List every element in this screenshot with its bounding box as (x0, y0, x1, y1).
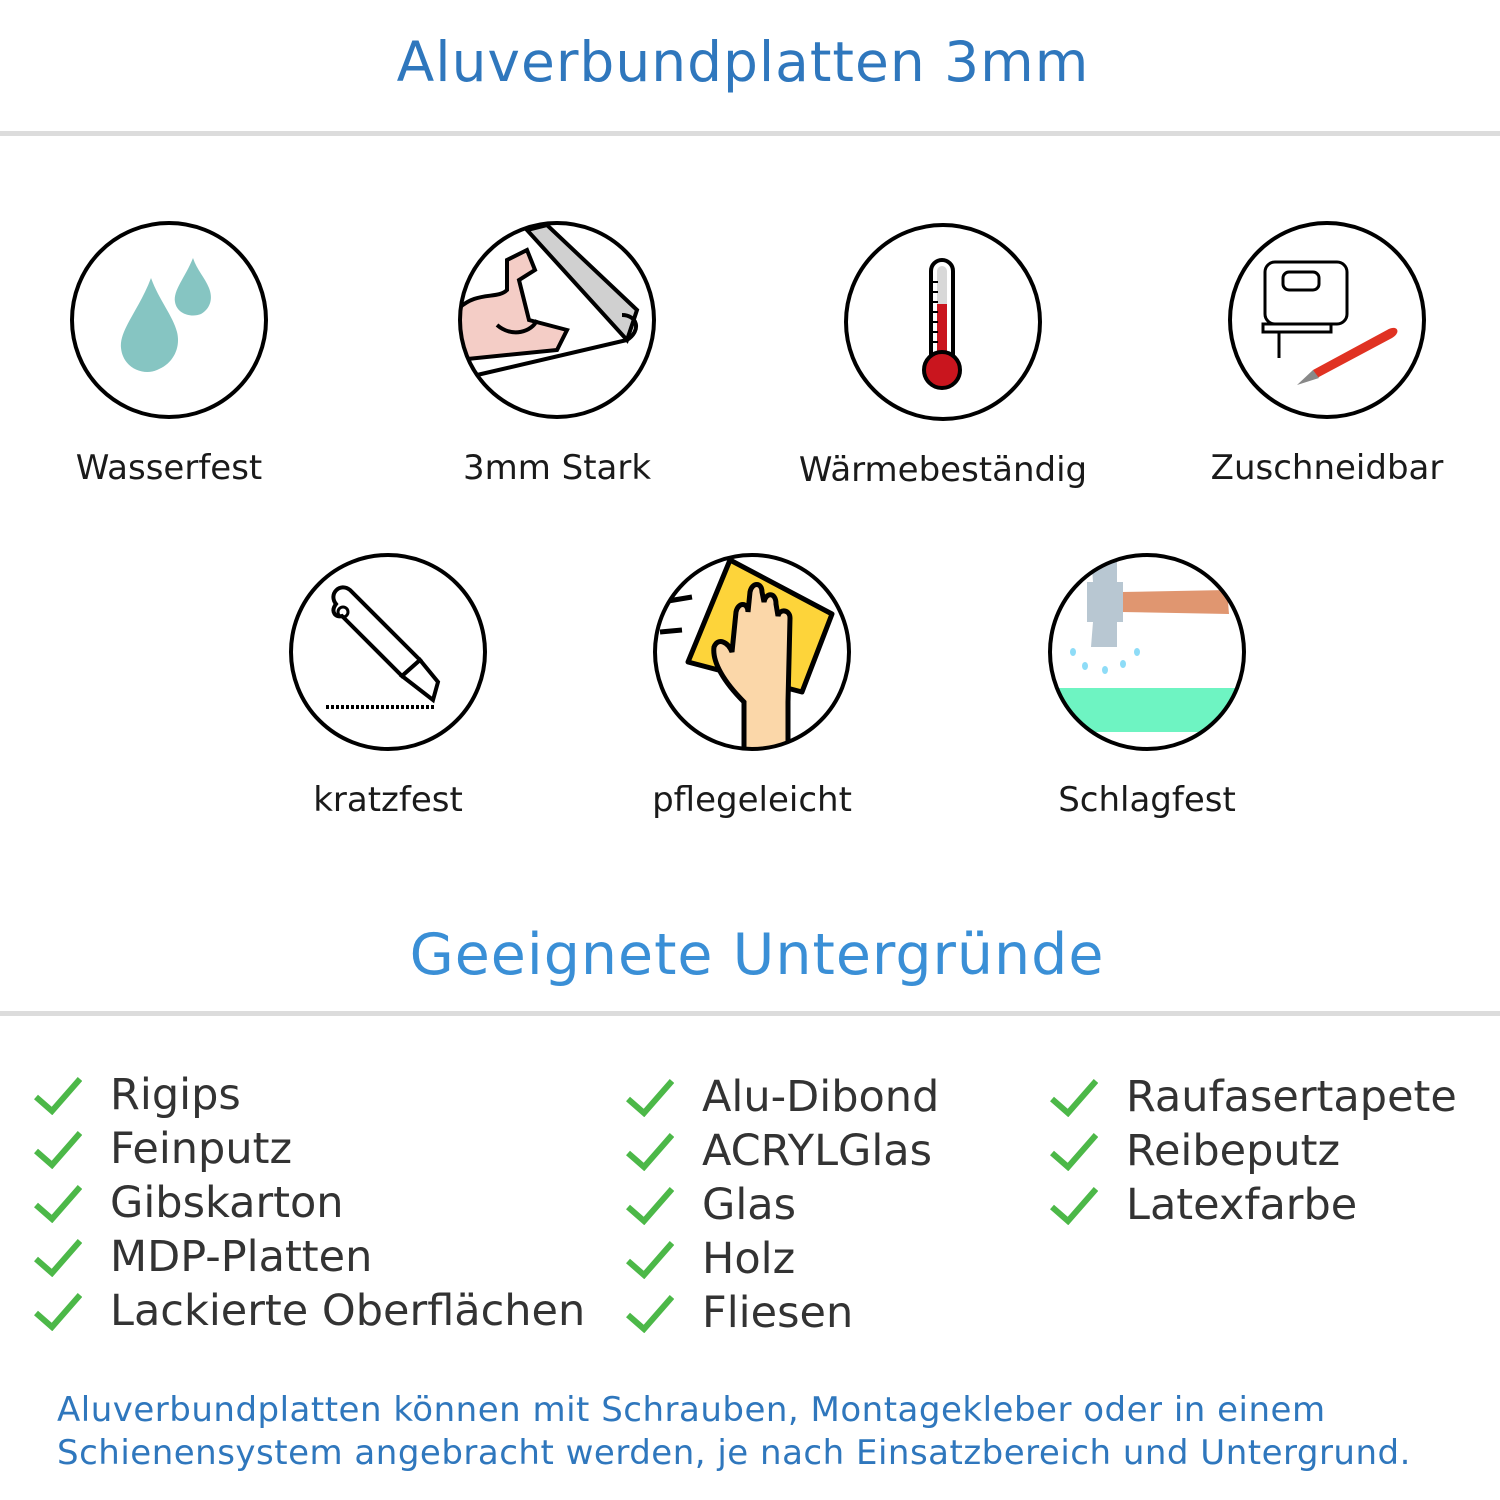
checkmark-icon (34, 1239, 82, 1277)
surface-label: Latexfarbe (1126, 1180, 1358, 1230)
surface-label: Holz (702, 1234, 796, 1284)
surface-item: Raufasertapete (1050, 1070, 1457, 1124)
checkmark-icon (626, 1241, 674, 1279)
surfaces-title: Geeignete Untergründe (409, 922, 1105, 988)
surface-item: Gibskarton (34, 1176, 585, 1230)
footer-line-1: Aluverbundplatten können mit Schrauben, … (57, 1390, 1326, 1430)
surface-item: Feinputz (34, 1122, 585, 1176)
divider (0, 1011, 1500, 1016)
checkmark-icon (626, 1295, 674, 1333)
feature-kratzfest: kratzfest (238, 552, 538, 820)
checkmark-icon (1050, 1079, 1098, 1117)
surface-item: Glas (626, 1178, 939, 1232)
surface-label: Rigips (110, 1070, 241, 1120)
checkmark-icon (34, 1077, 82, 1115)
surface-item: ACRYLGlas (626, 1124, 939, 1178)
feature-label: Schlagfest (1058, 780, 1236, 820)
feature-pflegeleicht: pflegeleicht (602, 552, 902, 820)
thermometer-icon (844, 223, 1042, 421)
checkmark-icon (626, 1079, 674, 1117)
checkmark-icon (1050, 1133, 1098, 1171)
hammer-icon (1048, 553, 1246, 751)
checkmark-icon (626, 1187, 674, 1225)
feature-3mm-stark: 3mm Stark (407, 220, 707, 488)
surface-label: ACRYLGlas (702, 1126, 933, 1176)
surface-item: Reibeputz (1050, 1124, 1457, 1178)
surfaces-column-1: Rigips Feinputz Gibskarton MDP-Platten Lacki… (34, 1068, 585, 1338)
footer-line-2: Schienensystem angebracht werden, je nac… (57, 1433, 1411, 1473)
feature-label: pflegeleicht (652, 780, 852, 820)
surfaces-column-3: Raufasertapete Reibeputz Latexfarbe (1050, 1070, 1457, 1232)
feature-label: Wärmebeständig (798, 450, 1088, 490)
divider (0, 131, 1500, 136)
checkmark-icon (34, 1131, 82, 1169)
hand-sponge-icon (653, 553, 851, 751)
surface-label: Gibskarton (110, 1178, 344, 1228)
surface-label: Feinputz (110, 1124, 293, 1174)
muscle-arm-icon (458, 221, 656, 419)
checkmark-icon (34, 1293, 82, 1331)
checkmark-icon (626, 1133, 674, 1171)
page-title: Aluverbundplatten 3mm (396, 30, 1090, 94)
surface-label: Raufasertapete (1126, 1072, 1457, 1122)
surface-item: Holz (626, 1232, 939, 1286)
surface-item: Latexfarbe (1050, 1178, 1457, 1232)
surface-item: MDP-Platten (34, 1230, 585, 1284)
jigsaw-knife-icon (1228, 221, 1426, 419)
feature-waermebestaendig: Wärmebeständig (793, 222, 1093, 490)
surface-label: Alu-Dibond (702, 1072, 940, 1122)
surfaces-column-2: Alu-Dibond ACRYLGlas Glas Holz Fliesen (626, 1070, 939, 1340)
checkmark-icon (34, 1185, 82, 1223)
feature-zuschneidbar: Zuschneidbar (1177, 220, 1477, 488)
surface-label: MDP-Platten (110, 1232, 373, 1282)
feature-label: Zuschneidbar (1210, 448, 1444, 488)
footer-note: Aluverbundplatten können mit Schrauben, … (57, 1389, 1411, 1475)
feature-label: 3mm Stark (462, 448, 652, 488)
feature-label: kratzfest (313, 780, 463, 820)
surface-item: Fliesen (626, 1286, 939, 1340)
surface-label: Glas (702, 1180, 797, 1230)
water-drops-icon (70, 221, 268, 419)
surface-label: Reibeputz (1126, 1126, 1341, 1176)
surface-item: Lackierte Oberflächen (34, 1284, 585, 1338)
surface-item: Alu-Dibond (626, 1070, 939, 1124)
surface-item: Rigips (34, 1068, 585, 1122)
feature-schlagfest: Schlagfest (997, 552, 1297, 820)
feature-label: Wasserfest (75, 448, 263, 488)
cutter-icon (289, 553, 487, 751)
surface-label: Fliesen (702, 1288, 854, 1338)
checkmark-icon (1050, 1187, 1098, 1225)
feature-wasserfest: Wasserfest (19, 220, 319, 488)
surface-label: Lackierte Oberflächen (110, 1286, 586, 1336)
